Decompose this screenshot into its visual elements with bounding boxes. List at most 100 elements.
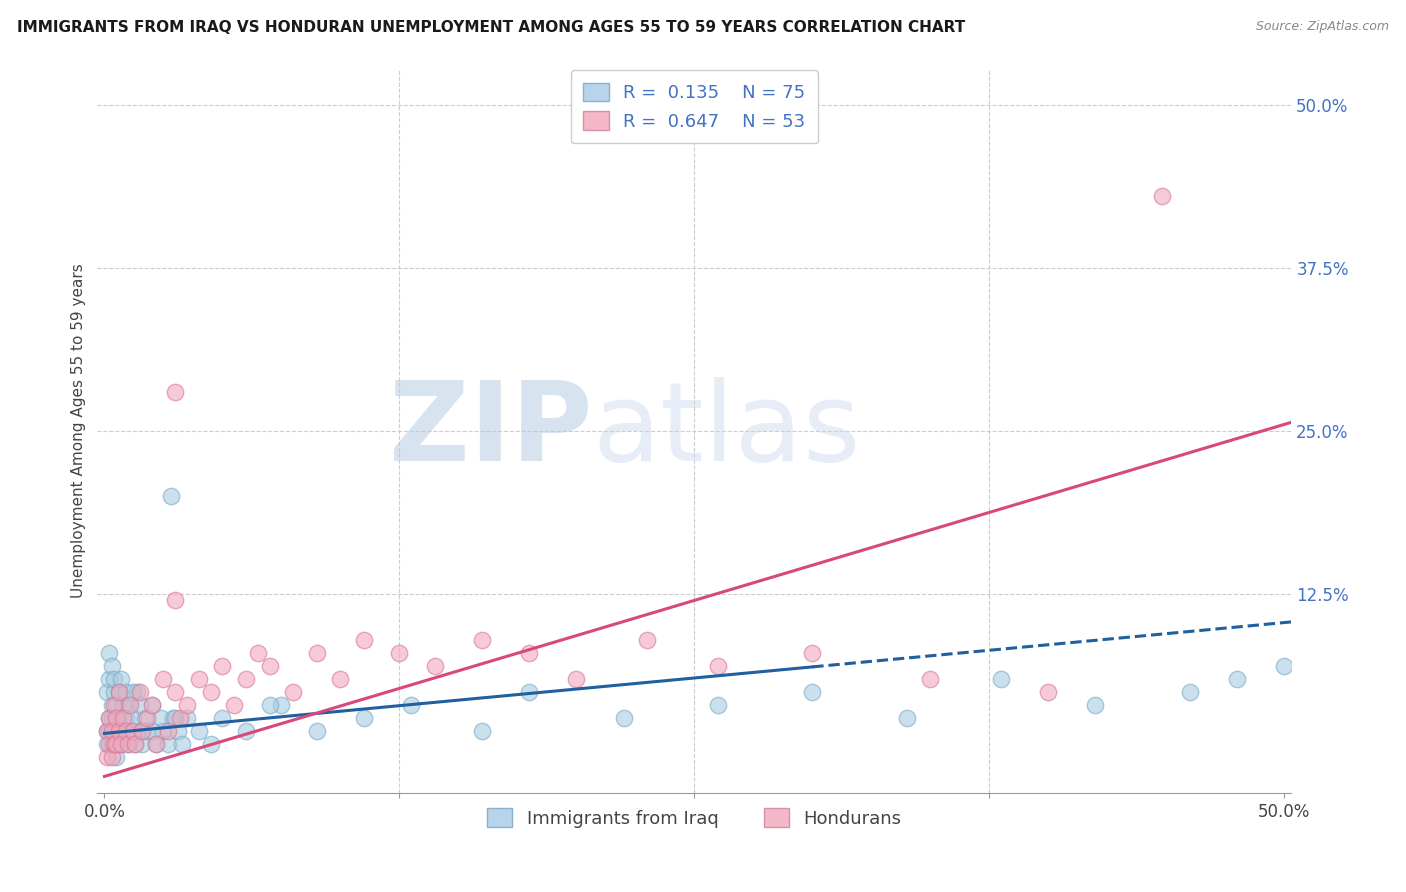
Point [100, 749, 122, 764]
Point [305, 723, 328, 738]
Point [157, 723, 180, 738]
Point [1084, 698, 1107, 712]
Point [124, 737, 146, 751]
Point [353, 632, 375, 647]
Point [128, 684, 150, 698]
Point [98, 723, 121, 738]
Point [517, 684, 540, 698]
Point [211, 711, 233, 725]
Point [98, 646, 121, 660]
Point [165, 593, 187, 607]
Point [110, 672, 132, 686]
Point [283, 684, 305, 698]
Point [159, 489, 181, 503]
Point [98, 737, 121, 751]
Point [117, 698, 139, 712]
Point [121, 711, 143, 725]
Point [152, 723, 174, 738]
Point [100, 723, 122, 738]
Point [801, 646, 824, 660]
Point [110, 737, 132, 751]
Point [96, 684, 118, 698]
Point [100, 723, 122, 738]
Point [117, 737, 139, 751]
Text: IMMIGRANTS FROM IRAQ VS HONDURAN UNEMPLOYMENT AMONG AGES 55 TO 59 YEARS CORRELAT: IMMIGRANTS FROM IRAQ VS HONDURAN UNEMPLO… [17, 20, 965, 35]
Point [172, 737, 194, 751]
Point [141, 698, 163, 712]
Point [187, 672, 209, 686]
Point [135, 723, 157, 738]
Point [103, 737, 125, 751]
Point [165, 711, 187, 725]
Point [141, 723, 163, 738]
Point [120, 723, 142, 738]
Point [103, 698, 125, 712]
Point [200, 737, 222, 751]
Point [152, 672, 174, 686]
Point [96, 723, 118, 738]
Point [235, 672, 257, 686]
Point [517, 646, 540, 660]
Point [423, 658, 446, 673]
Point [100, 658, 122, 673]
Point [270, 698, 292, 712]
Point [105, 711, 128, 725]
Point [120, 698, 142, 712]
Point [176, 698, 198, 712]
Point [211, 658, 233, 673]
Point [612, 711, 634, 725]
Point [112, 723, 135, 738]
Point [103, 737, 125, 751]
Point [141, 698, 163, 712]
Text: atlas: atlas [593, 377, 862, 484]
Point [96, 723, 118, 738]
Point [471, 632, 494, 647]
Point [100, 711, 122, 725]
Point [127, 684, 149, 698]
Point [114, 723, 136, 738]
Point [107, 723, 129, 738]
Point [1178, 684, 1201, 698]
Point [187, 723, 209, 738]
Point [145, 737, 167, 751]
Point [157, 737, 180, 751]
Point [103, 684, 125, 698]
Point [707, 698, 730, 712]
Point [471, 723, 494, 738]
Point [128, 698, 150, 712]
Point [112, 698, 135, 712]
Point [162, 711, 184, 725]
Point [98, 672, 121, 686]
Point [135, 711, 157, 725]
Legend: Immigrants from Iraq, Hondurans: Immigrants from Iraq, Hondurans [479, 801, 908, 835]
Point [259, 658, 281, 673]
Point [112, 711, 135, 725]
Point [200, 684, 222, 698]
Point [96, 749, 118, 764]
Point [896, 711, 918, 725]
Point [105, 737, 128, 751]
Point [990, 672, 1012, 686]
Point [117, 737, 139, 751]
Text: Source: ZipAtlas.com: Source: ZipAtlas.com [1256, 20, 1389, 33]
Point [259, 698, 281, 712]
Point [121, 684, 143, 698]
Point [105, 723, 128, 738]
Point [224, 698, 246, 712]
Point [1226, 672, 1249, 686]
Point [107, 711, 129, 725]
Point [100, 737, 122, 751]
Point [169, 711, 191, 725]
Point [1272, 658, 1295, 673]
Point [134, 711, 156, 725]
Point [110, 723, 132, 738]
Point [107, 684, 129, 698]
Point [114, 711, 136, 725]
Point [329, 672, 352, 686]
Point [110, 737, 132, 751]
Y-axis label: Unemployment Among Ages 55 to 59 years: Unemployment Among Ages 55 to 59 years [72, 263, 86, 599]
Point [96, 737, 118, 751]
Point [636, 632, 658, 647]
Point [105, 737, 128, 751]
Point [353, 711, 375, 725]
